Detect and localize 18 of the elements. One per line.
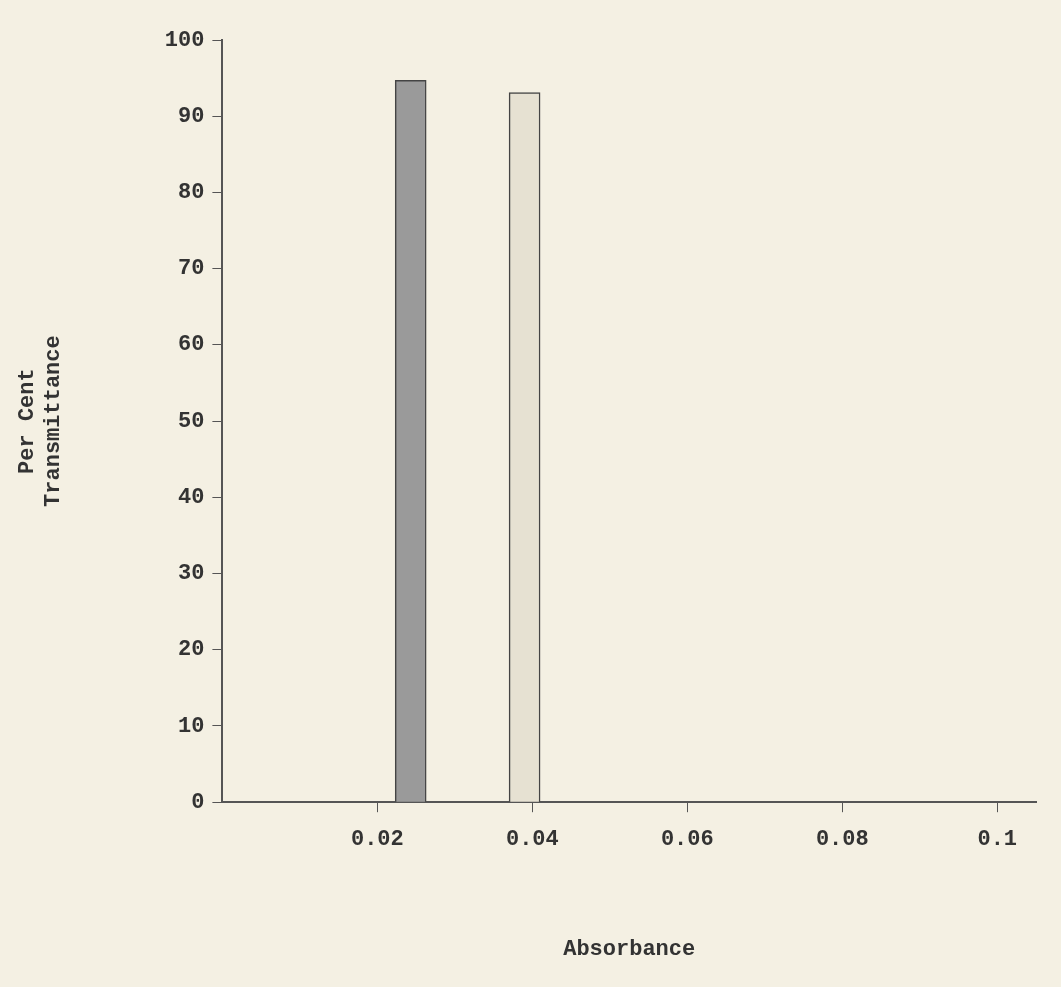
x-tick-label: 0.02 bbox=[350, 826, 404, 852]
x-axis-title: Absorbance bbox=[563, 937, 696, 963]
y-tick-label: 30 bbox=[178, 561, 205, 587]
x-tick-label: 0.06 bbox=[660, 826, 714, 852]
y-axis-title: Per Cent Transmittance bbox=[14, 335, 67, 507]
y-tick-label: 10 bbox=[178, 713, 205, 739]
y-tick-label: 50 bbox=[178, 408, 205, 434]
y-tick-label: 40 bbox=[178, 484, 205, 510]
y-tick-label: 20 bbox=[178, 637, 205, 663]
y-tick-label: 60 bbox=[178, 332, 205, 358]
y-tick-label: 70 bbox=[178, 256, 205, 282]
y-tick-label: 80 bbox=[178, 179, 205, 205]
y-tick-label: 90 bbox=[178, 103, 205, 129]
y-tick-label: 100 bbox=[164, 27, 205, 53]
x-tick-label: 0.1 bbox=[977, 826, 1018, 852]
y-tick-label: 0 bbox=[191, 789, 205, 815]
x-tick-label: 0.08 bbox=[815, 826, 869, 852]
x-tick-label: 0.04 bbox=[505, 826, 559, 852]
